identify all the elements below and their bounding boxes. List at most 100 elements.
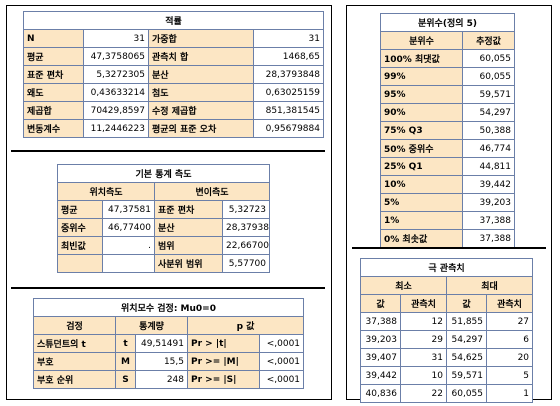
obs-header: 관측치	[485, 294, 534, 313]
label-cell: 첨도	[148, 83, 254, 102]
max-header: 최대	[445, 276, 534, 295]
table-row: 왜도 0,43633214 첨도 0,63025159	[23, 83, 324, 102]
value-cell: 46,77400	[102, 218, 155, 237]
table-row: 변동계수 11,2446223 평균의 표준 오차 0,95679884	[23, 119, 324, 138]
value-cell: 39,442	[462, 175, 515, 194]
basic-stats-table: 기본 통계 측도 위치측도 변이측도 평균 47,37581 표준 편차 5,3…	[56, 164, 271, 273]
value-cell: 37,388	[462, 229, 515, 248]
label-cell: Pr > |t|	[187, 334, 260, 353]
obs-header: 관측치	[400, 294, 447, 313]
value-cell: 39,203	[462, 193, 515, 212]
label-cell: 변동계수	[23, 119, 84, 138]
label-cell: 가중합	[148, 29, 254, 48]
value-cell: 49,51491	[135, 334, 188, 353]
label-cell: 95%	[380, 85, 463, 104]
separator	[352, 247, 546, 249]
value-cell: .	[102, 236, 155, 255]
table-row: 스튜던트의 t t 49,51491 Pr > |t| <,0001	[33, 334, 305, 353]
value-cell	[102, 254, 155, 273]
value-cell: 31	[253, 29, 324, 48]
table-row: 부호 순위 S 248 Pr >= |S| <,0001	[33, 370, 305, 389]
table-row: 99% 60,055	[380, 67, 515, 86]
quantiles-title: 분위수(정의 5)	[380, 13, 515, 32]
table-row: 제곱합 70429,8597 수정 제곱합 851,381545	[23, 101, 324, 120]
table-row: 75% Q3 50,388	[380, 121, 515, 140]
label-cell: Pr >= |S|	[187, 370, 260, 389]
label-cell: 수정 제곱합	[148, 101, 254, 120]
label-cell: 제곱합	[23, 101, 84, 120]
label-cell: 표준 편차	[23, 65, 84, 84]
table-row: 5% 39,203	[380, 193, 515, 212]
value-cell: 59,571	[446, 366, 487, 385]
label-cell: 5%	[380, 193, 463, 212]
value-cell: 70429,8597	[83, 101, 149, 120]
table-row: 40,836 22 60,055 1	[360, 384, 534, 403]
label-cell: 부호	[33, 352, 116, 371]
label-cell: 부호 순위	[33, 370, 116, 389]
table-row: 50% 중위수 46,774	[380, 139, 515, 158]
table-row: 100% 최댓값 60,055	[380, 49, 515, 68]
value-cell: 39,203	[360, 330, 401, 349]
label-cell: 스튜던트의 t	[33, 334, 116, 353]
value-cell: 0,95679884	[253, 119, 324, 138]
table-row: 39,203 29 54,297 6	[360, 330, 534, 349]
variability-header: 변이측도	[153, 182, 271, 201]
label-cell: 25% Q1	[380, 157, 463, 176]
value-cell: 54,297	[446, 330, 487, 349]
value-cell: <,0001	[258, 352, 305, 371]
table-row: 0% 최솟값 37,388	[380, 229, 515, 248]
value-cell: 11,2446223	[83, 119, 149, 138]
basic-stats-title: 기본 통계 측도	[56, 164, 271, 183]
value-cell: 60,055	[462, 67, 515, 86]
value-cell: 10	[400, 366, 447, 385]
value-cell: 22	[400, 384, 447, 403]
quantiles-table: 분위수(정의 5) 분위수 추정값 100% 최댓값 60,055 99% 60,0…	[380, 13, 515, 248]
value-cell: 31	[83, 29, 149, 48]
table-row: 25% Q1 44,811	[380, 157, 515, 176]
value-header: 값	[446, 294, 487, 313]
value-cell: <,0001	[258, 334, 305, 353]
value-cell: 37,388	[462, 211, 515, 230]
table-row: 중위수 46,77400 분산 28,37938	[57, 218, 271, 237]
value-cell: 248	[135, 370, 188, 389]
value-cell: 37,388	[360, 312, 401, 331]
moments-title: 적률	[23, 11, 324, 30]
value-cell: 1	[485, 384, 534, 403]
label-cell: 100% 최댓값	[380, 49, 463, 68]
statistic-header: 통계량	[115, 316, 188, 335]
test-header: 검정	[33, 316, 116, 335]
label-cell: 평균	[23, 47, 84, 66]
value-cell: 20	[485, 348, 534, 367]
value-cell: 15,5	[135, 352, 188, 371]
value-cell: 5,32723	[221, 200, 271, 219]
label-cell: 평균	[57, 200, 103, 219]
table-row: 사분위 범위 5,57700	[57, 254, 271, 273]
value-cell: 27	[485, 312, 534, 331]
value-cell: 54,625	[446, 348, 487, 367]
label-cell: 평균의 표준 오차	[148, 119, 254, 138]
value-cell: 46,774	[462, 139, 515, 158]
table-row: 39,442 10 59,571 5	[360, 366, 534, 385]
quantile-header: 분위수	[380, 31, 463, 50]
label-cell: 50% 중위수	[380, 139, 463, 158]
value-cell: 28,37938	[221, 218, 271, 237]
location-test-table: 위치모수 검정: Mu0=0 검정 통계량 p 값 스튜던트의 t t 49,5…	[32, 298, 305, 389]
table-row: 1% 37,388	[380, 211, 515, 230]
min-header: 최소	[360, 276, 447, 295]
table-row: 최빈값 . 범위 22,66700	[57, 236, 271, 255]
location-header: 위치측도	[57, 182, 155, 201]
label-cell: 사분위 범위	[154, 254, 223, 273]
table-row: N 31 가중합 31	[23, 29, 324, 48]
value-cell: 50,388	[462, 121, 515, 140]
table-row: 39,407 31 54,625 20	[360, 348, 534, 367]
symbol-cell: t	[115, 334, 136, 353]
table-row: 95% 59,571	[380, 85, 515, 104]
value-cell: 44,811	[462, 157, 515, 176]
value-cell: 39,407	[360, 348, 401, 367]
value-cell: 28,3793848	[253, 65, 324, 84]
separator	[11, 287, 325, 289]
value-cell: 0,63025159	[253, 83, 324, 102]
label-cell: 10%	[380, 175, 463, 194]
label-cell: Pr >= |M|	[187, 352, 260, 371]
table-row: 평균 47,37581 표준 편차 5,32723	[57, 200, 271, 219]
